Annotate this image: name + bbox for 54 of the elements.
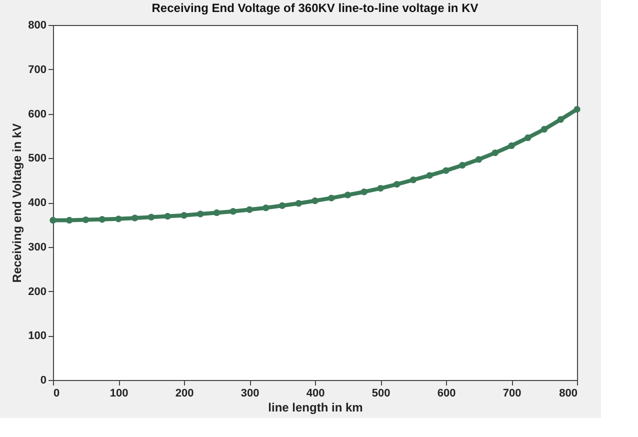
point bbox=[213, 209, 220, 216]
x-tick-label: 700 bbox=[502, 388, 522, 400]
point bbox=[540, 126, 548, 133]
point bbox=[230, 208, 236, 215]
x-tick-label: 400 bbox=[306, 388, 325, 400]
x-tick-label: 800 bbox=[559, 388, 578, 400]
y-tick-label: 100 bbox=[28, 330, 46, 342]
point bbox=[82, 216, 90, 224]
point bbox=[180, 212, 188, 219]
point bbox=[164, 212, 171, 220]
point bbox=[524, 134, 532, 142]
x-axis-title: line length in km bbox=[268, 400, 363, 414]
y-tick-label: 300 bbox=[28, 241, 46, 254]
x-tick-label: 300 bbox=[240, 388, 260, 400]
x-tick-label: 0 bbox=[54, 388, 60, 400]
point bbox=[344, 192, 352, 198]
x-tick-label: 200 bbox=[175, 388, 194, 400]
point bbox=[377, 184, 384, 192]
point bbox=[328, 194, 335, 202]
point bbox=[197, 210, 204, 218]
point bbox=[442, 167, 450, 174]
point bbox=[246, 206, 253, 213]
point bbox=[50, 216, 56, 224]
point bbox=[278, 202, 286, 209]
x-tick-label: 600 bbox=[437, 388, 456, 400]
point bbox=[295, 200, 302, 207]
y-tick-label: 600 bbox=[28, 108, 46, 120]
x-tick-label: 100 bbox=[110, 388, 128, 400]
y-axis-title: Receiving end Voltage in kV bbox=[10, 123, 24, 283]
point bbox=[410, 176, 417, 184]
point bbox=[360, 188, 368, 196]
point bbox=[574, 106, 580, 113]
point bbox=[66, 216, 73, 224]
point bbox=[557, 116, 564, 123]
point bbox=[508, 142, 515, 150]
point bbox=[312, 197, 318, 204]
point bbox=[459, 162, 466, 169]
y-tick-label: 400 bbox=[28, 197, 46, 209]
y-tick-label: 500 bbox=[28, 152, 46, 165]
chart-title: Receiving End Voltage of 360KV line-to-line voltage in KV bbox=[152, 1, 478, 15]
point bbox=[148, 214, 155, 220]
point bbox=[394, 180, 400, 188]
y-tick-label: 200 bbox=[28, 286, 46, 298]
point bbox=[426, 172, 433, 179]
y-tick-label: 0 bbox=[40, 374, 46, 386]
point bbox=[492, 149, 498, 156]
y-tick-label: 700 bbox=[28, 64, 46, 76]
point bbox=[98, 216, 106, 223]
point bbox=[262, 204, 270, 212]
y-tick-label: 800 bbox=[28, 20, 46, 32]
x-tick-label: 500 bbox=[372, 388, 390, 400]
point bbox=[132, 214, 138, 222]
point bbox=[115, 216, 122, 222]
point bbox=[475, 156, 482, 163]
